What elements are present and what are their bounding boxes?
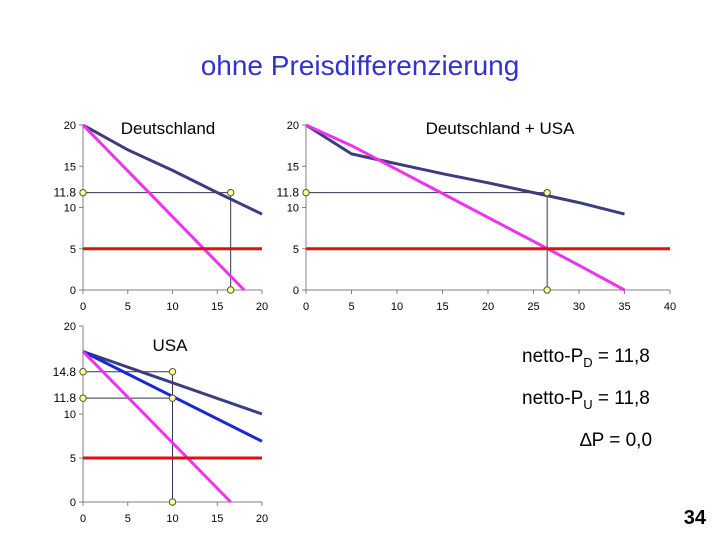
chart2-xtick-label: 10: [391, 301, 403, 313]
chart2-xtick-label: 40: [664, 301, 676, 313]
chart1-point-marker: [79, 188, 87, 197]
chart2-point-marker: [543, 286, 551, 294]
chart2-series-line-2: [305, 123, 626, 292]
netto-pu-value: = 11,8: [592, 388, 650, 409]
netto-pd-sub: D: [583, 354, 593, 370]
page-title: ohne Preisdifferenzierung: [200, 50, 520, 81]
chart1-ytick-label: 0: [70, 285, 76, 297]
chart3-point-marker: [168, 368, 177, 376]
chart1-point-marker: [226, 188, 235, 197]
chart3-point-marker: [79, 368, 87, 376]
chart3-point-marker: [168, 394, 177, 402]
chart1-ytick-label: 10: [64, 203, 76, 215]
chart1-series-line-1: [82, 123, 263, 216]
chart3-xtick-label: 15: [211, 513, 223, 525]
chart3-ytick-label: 5: [70, 453, 76, 465]
chart1-xtick-label: 0: [80, 301, 86, 313]
chart2-title: Deutschland + USA: [426, 119, 575, 138]
chart1-xtick-label: 10: [166, 301, 178, 313]
chart2-ytick-label: 5: [293, 244, 299, 256]
page-number: 34: [683, 507, 706, 529]
netto-pd-value: = 11,8: [592, 346, 650, 367]
chart2-point-marker: [543, 188, 551, 197]
chart2-ytick-label: 0: [293, 285, 299, 297]
netto-pu-prefix: netto-P: [522, 388, 584, 409]
netto-pd-note: netto-PD = 11,8: [522, 346, 650, 370]
chart3-point-marker: [79, 394, 87, 402]
chart3-series-line-1: [82, 350, 263, 416]
chart1-ytick-label: 15: [64, 161, 76, 173]
chart1-ytick-label: 20: [64, 120, 76, 132]
chart2-point-marker: [302, 188, 310, 197]
chart1-xtick-label: 5: [125, 301, 131, 313]
chart3-ytick-label: 10: [64, 409, 76, 421]
chart1-xtick-label: 15: [211, 301, 223, 313]
chart2-xtick-label: 20: [482, 301, 494, 313]
delta-p-note: ∆P = 0,0: [580, 430, 653, 451]
chart3-xtick-label: 0: [80, 513, 86, 525]
chart2-xtick-label: 30: [573, 301, 585, 313]
chart2-xtick-label: 5: [348, 301, 354, 313]
chart1-xtick-label: 20: [256, 301, 268, 313]
chart2-xtick-label: 25: [527, 301, 539, 313]
chart3-ytick-label: 0: [70, 497, 76, 509]
chart2-xtick-label: 0: [303, 301, 309, 313]
chart2-xtick-label: 35: [618, 301, 630, 313]
chart1-series-line-2: [81, 123, 246, 292]
chart3-ytick-label-extra: 14.8: [53, 365, 77, 379]
chart3-title: USA: [153, 336, 189, 355]
chart2-ytick-label-extra: 11.8: [277, 186, 300, 200]
chart2-series-line-1: [305, 123, 625, 216]
chart3-point-marker: [168, 498, 177, 506]
netto-pu-sub: U: [583, 396, 593, 412]
chart1-point-marker: [226, 286, 235, 294]
chart2-ytick-label: 15: [287, 161, 299, 173]
chart1-title: Deutschland: [121, 119, 216, 138]
netto-pd-prefix: netto-P: [522, 346, 584, 367]
chart3-xtick-label: 20: [256, 513, 268, 525]
chart2-ytick-label: 20: [287, 120, 299, 132]
chart3-ytick-label: 20: [64, 321, 76, 333]
chart3-xtick-label: 10: [166, 513, 178, 525]
chart1-ytick-label: 5: [70, 244, 76, 256]
netto-pu-note: netto-PU = 11,8: [522, 388, 650, 412]
chart2-xtick-label: 15: [436, 301, 448, 313]
chart3-xtick-label: 5: [125, 513, 131, 525]
chart1-ytick-label-extra: 11.8: [54, 186, 77, 200]
chart3-ytick-label-extra: 11.8: [54, 391, 77, 405]
chart2-ytick-label: 10: [287, 203, 299, 215]
chart3-series-line-3: [81, 350, 232, 504]
